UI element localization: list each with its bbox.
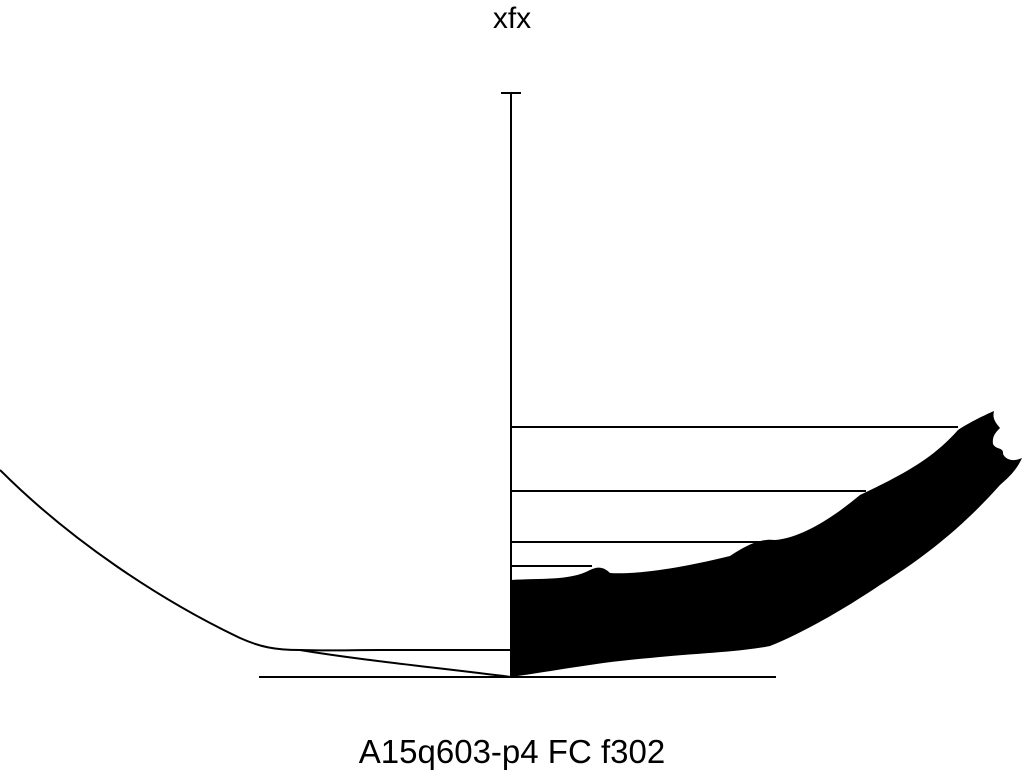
- exterior-profile: [0, 469, 511, 652]
- diagram-caption: A15q603-p4 FC f302: [358, 733, 666, 770]
- diagram-title: xfx: [492, 2, 532, 35]
- section-fill: [511, 411, 1022, 677]
- interior-base-line: [299, 649, 512, 678]
